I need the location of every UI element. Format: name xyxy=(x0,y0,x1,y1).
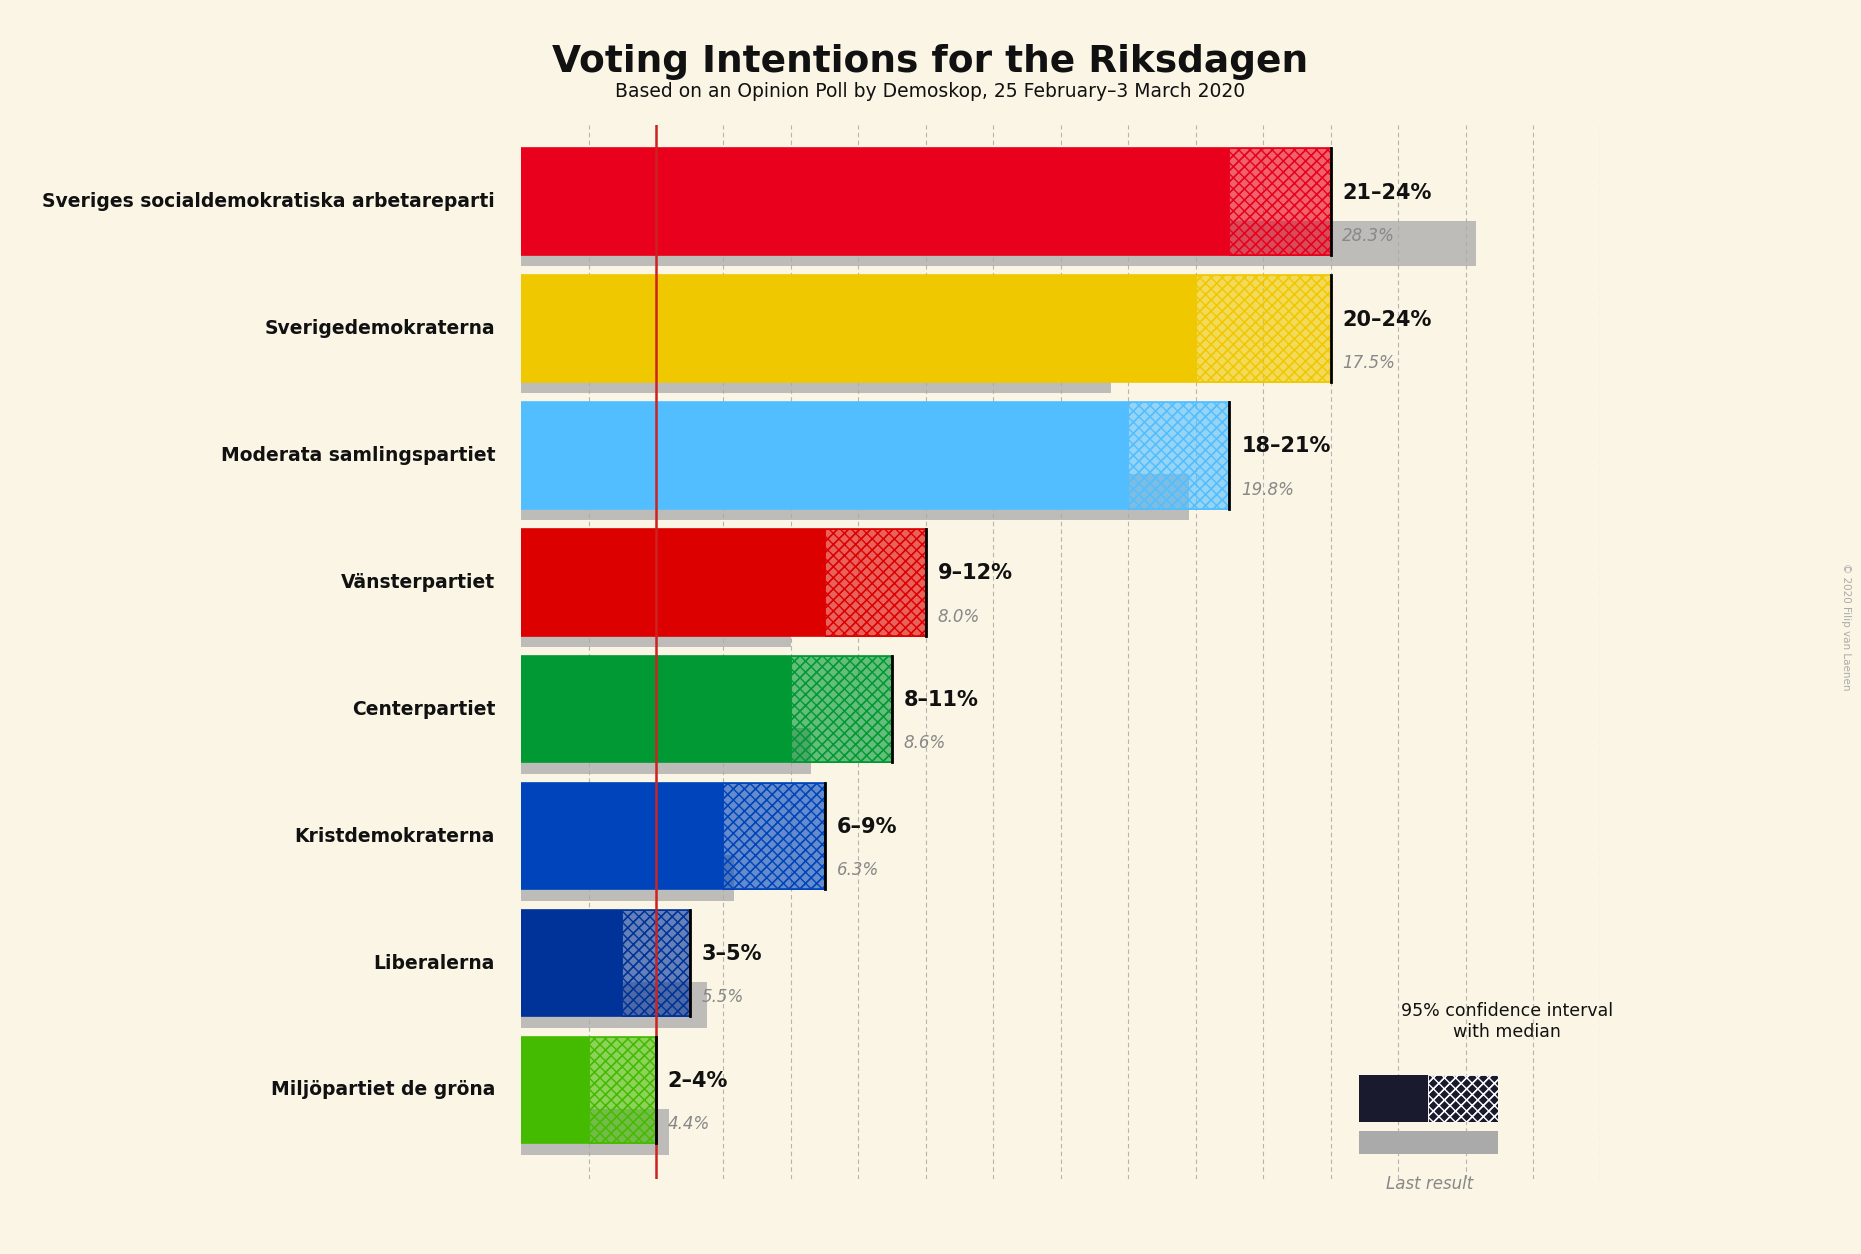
Bar xyxy=(622,909,690,1016)
Bar xyxy=(824,529,927,636)
Bar xyxy=(521,1109,670,1155)
Bar xyxy=(791,656,891,762)
Text: 95% confidence interval
with median: 95% confidence interval with median xyxy=(1401,1002,1613,1041)
Bar xyxy=(521,855,733,900)
Bar xyxy=(521,1037,657,1144)
Bar xyxy=(521,529,927,636)
Bar xyxy=(521,403,1230,509)
Bar xyxy=(521,909,690,1016)
Bar xyxy=(521,474,1189,520)
Text: Kristdemokraterna: Kristdemokraterna xyxy=(294,826,495,845)
Bar xyxy=(1197,275,1331,381)
Bar xyxy=(791,656,891,762)
Bar xyxy=(521,729,811,774)
Bar xyxy=(1197,275,1331,381)
Bar xyxy=(622,909,690,1016)
Bar xyxy=(521,602,791,647)
Text: Last result: Last result xyxy=(1386,1175,1472,1193)
Text: 8.0%: 8.0% xyxy=(938,607,981,626)
Bar xyxy=(1230,148,1331,255)
Text: Voting Intentions for the Riksdagen: Voting Intentions for the Riksdagen xyxy=(553,44,1308,80)
Bar xyxy=(521,275,1197,381)
Bar xyxy=(521,148,1331,255)
Bar xyxy=(724,782,824,889)
Text: 6.3%: 6.3% xyxy=(836,861,878,879)
Bar xyxy=(521,403,1128,509)
Text: Liberalerna: Liberalerna xyxy=(374,953,495,973)
Bar xyxy=(724,782,824,889)
Bar xyxy=(521,656,891,762)
Bar xyxy=(521,782,724,889)
Bar xyxy=(521,221,1476,266)
Text: 20–24%: 20–24% xyxy=(1342,310,1431,330)
Bar xyxy=(791,656,891,762)
Bar xyxy=(1128,403,1230,509)
Bar xyxy=(521,347,1111,394)
Bar xyxy=(521,982,707,1028)
Bar xyxy=(1429,1075,1498,1122)
Text: Based on an Opinion Poll by Demoskop, 25 February–3 March 2020: Based on an Opinion Poll by Demoskop, 25… xyxy=(616,82,1245,100)
Text: Centerpartiet: Centerpartiet xyxy=(352,700,495,719)
Text: 19.8%: 19.8% xyxy=(1241,480,1293,499)
Bar xyxy=(521,529,824,636)
Text: © 2020 Filip van Laenen: © 2020 Filip van Laenen xyxy=(1841,563,1852,691)
Bar xyxy=(521,275,1331,381)
Text: Moderata samlingspartiet: Moderata samlingspartiet xyxy=(220,446,495,465)
Text: 18–21%: 18–21% xyxy=(1241,436,1331,456)
Bar xyxy=(588,1037,657,1144)
Text: 6–9%: 6–9% xyxy=(836,818,897,838)
Text: 4.4%: 4.4% xyxy=(668,1115,711,1134)
Text: 8.6%: 8.6% xyxy=(904,735,945,752)
Text: 21–24%: 21–24% xyxy=(1342,183,1431,203)
Bar xyxy=(521,148,1230,255)
Text: 9–12%: 9–12% xyxy=(938,563,1012,583)
Text: 5.5%: 5.5% xyxy=(702,988,744,1006)
Bar xyxy=(1197,275,1331,381)
Text: 17.5%: 17.5% xyxy=(1342,354,1396,371)
Bar xyxy=(1128,403,1230,509)
Bar xyxy=(622,909,690,1016)
Bar xyxy=(521,782,824,889)
Bar xyxy=(588,1037,657,1144)
Bar xyxy=(521,909,622,1016)
Bar xyxy=(521,656,791,762)
Text: Vänsterpartiet: Vänsterpartiet xyxy=(341,573,495,592)
Bar xyxy=(1230,148,1331,255)
Text: Sverigedemokraterna: Sverigedemokraterna xyxy=(264,319,495,339)
Bar xyxy=(588,1037,657,1144)
Text: 2–4%: 2–4% xyxy=(668,1071,728,1091)
Bar xyxy=(824,529,927,636)
Bar xyxy=(521,1037,588,1144)
Bar xyxy=(824,529,927,636)
Bar xyxy=(1429,1075,1498,1122)
Bar xyxy=(1128,403,1230,509)
Text: 28.3%: 28.3% xyxy=(1342,227,1396,245)
Text: 8–11%: 8–11% xyxy=(904,690,979,710)
Text: Miljöpartiet de gröna: Miljöpartiet de gröna xyxy=(270,1081,495,1100)
Bar xyxy=(724,782,824,889)
Bar xyxy=(1230,148,1331,255)
Text: 3–5%: 3–5% xyxy=(702,944,761,964)
Text: Sveriges socialdemokratiska arbetareparti: Sveriges socialdemokratiska arbetarepart… xyxy=(43,192,495,211)
